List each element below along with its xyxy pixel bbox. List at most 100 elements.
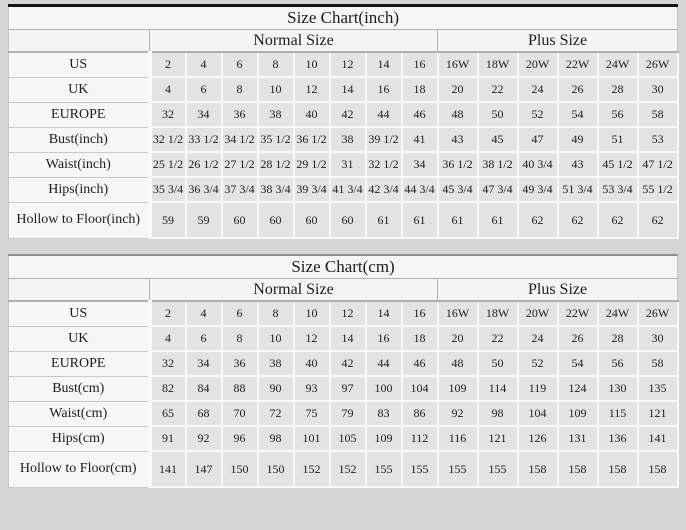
- row-label: Hips(inch): [8, 177, 152, 203]
- size-cell: 38 1/2: [476, 151, 519, 178]
- size-cell: 60: [256, 201, 295, 239]
- corner-cell: [8, 278, 150, 302]
- size-cell: 42 3/4: [364, 176, 403, 203]
- row-label: EUROPE: [8, 102, 152, 128]
- size-cell: 36: [220, 101, 259, 128]
- size-cell: 38: [328, 126, 367, 153]
- size-cell: 30: [636, 76, 679, 103]
- size-cell: 32: [148, 101, 187, 128]
- size-cell: 6: [184, 325, 223, 352]
- size-cell: 141: [148, 450, 187, 488]
- size-cell: 61: [476, 201, 519, 239]
- size-cell: 52: [516, 350, 559, 377]
- size-cell: 45: [476, 126, 519, 153]
- row-label: Waist(cm): [8, 401, 152, 427]
- size-cell: 152: [292, 450, 331, 488]
- size-cell: 121: [636, 400, 679, 427]
- size-cell: 53 3/4: [596, 176, 639, 203]
- size-cell: 155: [476, 450, 519, 488]
- size-cell: 135: [636, 375, 679, 402]
- size-cell: 2: [148, 300, 187, 327]
- table-row: EUROPE 32 34 36 38 40 42 44 46 48 50 52 54 56 58: [8, 350, 679, 377]
- size-cell: 88: [220, 375, 259, 402]
- size-cell: 112: [400, 425, 439, 452]
- size-cell: 51 3/4: [556, 176, 599, 203]
- size-cell: 41 3/4: [328, 176, 367, 203]
- size-cell: 96: [220, 425, 259, 452]
- normal-size-header: Normal Size: [149, 29, 438, 53]
- size-cell: 22: [476, 325, 519, 352]
- row-label: Hollow to Floor(cm): [8, 451, 152, 488]
- size-cell: 26 1/2: [184, 151, 223, 178]
- row-label: Hips(cm): [8, 426, 152, 452]
- size-cell: 150: [256, 450, 295, 488]
- size-cell: 47 1/2: [636, 151, 679, 178]
- size-cell: 84: [184, 375, 223, 402]
- size-cell: 47: [516, 126, 559, 153]
- size-cell: 131: [556, 425, 599, 452]
- size-cell: 36: [220, 350, 259, 377]
- size-cell: 70: [220, 400, 259, 427]
- size-cell: 61: [364, 201, 403, 239]
- size-cell: 26: [556, 325, 599, 352]
- size-cell: 101: [292, 425, 331, 452]
- size-cell: 10: [292, 300, 331, 327]
- size-cell: 126: [516, 425, 559, 452]
- size-cell: 26W: [636, 300, 679, 327]
- size-cell: 24: [516, 76, 559, 103]
- size-cell: 58: [636, 350, 679, 377]
- size-cell: 34: [184, 101, 223, 128]
- table-title: Size Chart(cm): [8, 255, 678, 279]
- size-cell: 92: [436, 400, 479, 427]
- size-cell: 36 1/2: [292, 126, 331, 153]
- size-cell: 42: [328, 350, 367, 377]
- size-cell: 109: [556, 400, 599, 427]
- size-cell: 45 1/2: [596, 151, 639, 178]
- size-cell: 14: [328, 76, 367, 103]
- size-cell: 31: [328, 151, 367, 178]
- size-cell: 18: [400, 325, 439, 352]
- size-cell: 16: [364, 76, 403, 103]
- size-cell: 16: [400, 300, 439, 327]
- size-cell: 39 1/2: [364, 126, 403, 153]
- size-cell: 51: [596, 126, 639, 153]
- table-title: Size Chart(inch): [8, 5, 678, 30]
- row-label: Bust(inch): [8, 127, 152, 153]
- size-cell: 119: [516, 375, 559, 402]
- size-cell: 10: [256, 76, 295, 103]
- size-cell: 24: [516, 325, 559, 352]
- size-cell: 62: [516, 201, 559, 239]
- size-cell: 12: [328, 51, 367, 78]
- size-cell: 50: [476, 350, 519, 377]
- size-cell: 109: [436, 375, 479, 402]
- size-cell: 12: [292, 325, 331, 352]
- size-cell: 150: [220, 450, 259, 488]
- size-cell: 61: [400, 201, 439, 239]
- size-cell: 28: [596, 325, 639, 352]
- size-cell: 93: [292, 375, 331, 402]
- size-cell: 6: [220, 300, 259, 327]
- size-cell: 8: [220, 325, 259, 352]
- size-cell: 59: [184, 201, 223, 239]
- row-label: Waist(inch): [8, 152, 152, 178]
- size-cell: 43: [436, 126, 479, 153]
- size-cell: 86: [400, 400, 439, 427]
- table-row: Hips(inch) 35 3/4 36 3/4 37 3/4 38 3/4 39 3/4…: [8, 176, 679, 203]
- size-cell: 4: [148, 76, 187, 103]
- size-cell: 6: [220, 51, 259, 78]
- size-cell: 44: [364, 101, 403, 128]
- table-row: Hollow to Floor(cm) 141 147 150 150 152 152 155…: [8, 450, 679, 488]
- size-cell: 158: [636, 450, 679, 488]
- size-cell: 60: [220, 201, 259, 239]
- size-cell: 27 1/2: [220, 151, 259, 178]
- size-chart-inch-table: Size Chart(inch) Normal Size Plus Size U…: [8, 4, 679, 239]
- size-cell: 105: [328, 425, 367, 452]
- size-cell: 46: [400, 101, 439, 128]
- size-cell: 60: [292, 201, 331, 239]
- size-cell: 16: [400, 51, 439, 78]
- size-cell: 124: [556, 375, 599, 402]
- size-cell: 158: [556, 450, 599, 488]
- size-cell: 29 1/2: [292, 151, 331, 178]
- size-cell: 32: [148, 350, 187, 377]
- corner-cell: [8, 29, 150, 53]
